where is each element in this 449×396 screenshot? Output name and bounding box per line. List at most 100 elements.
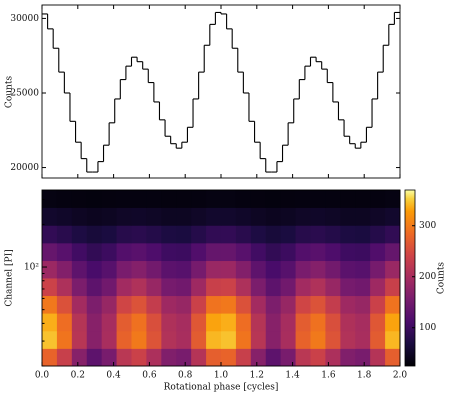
- heatmap-cell: [116, 348, 132, 367]
- heatmap-cell: [385, 295, 401, 314]
- heatmap-cell: [56, 225, 73, 244]
- heatmap-cell: [176, 278, 192, 297]
- colorbar-label: Counts: [437, 262, 447, 295]
- heatmap-cell: [370, 207, 386, 226]
- heatmap-cell: [146, 260, 162, 279]
- heatmap-cell: [146, 295, 162, 314]
- heatmap-cell: [191, 207, 207, 226]
- y-tick-label: 25000: [10, 88, 39, 98]
- heatmap-cell: [370, 242, 386, 262]
- heatmap-cell: [146, 278, 162, 297]
- heatmap-cell: [250, 207, 267, 226]
- heatmap-cell: [42, 242, 58, 262]
- heatmap-cell: [176, 260, 192, 279]
- heatmap-cell: [161, 330, 177, 349]
- heatmap-cell: [295, 190, 311, 208]
- heatmap-cell: [146, 348, 162, 367]
- heatmap-cell: [235, 190, 252, 208]
- heatmap-cell: [325, 295, 341, 314]
- heatmap-cell: [340, 190, 356, 208]
- heatmap-cell: [206, 225, 222, 244]
- heatmap-cell: [56, 348, 73, 367]
- heatmap-cell: [86, 348, 103, 367]
- colorbar-tick-label: 300: [419, 221, 436, 231]
- y-tick-label: 30000: [10, 14, 39, 24]
- heatmap-cell: [161, 190, 177, 208]
- heatmap-cell: [310, 348, 326, 367]
- heatmap-cell: [325, 278, 341, 297]
- heatmap-cell: [101, 242, 117, 262]
- heatmap-cell: [176, 330, 192, 349]
- heatmap-cell: [295, 260, 311, 279]
- heatmap-cell: [355, 190, 371, 208]
- x-axis-label: Rotational phase [cycles]: [164, 383, 279, 393]
- heatmap-cell: [310, 225, 326, 244]
- heatmap-cell: [280, 242, 296, 262]
- heatmap-cell: [56, 242, 73, 262]
- heatmap-cell: [176, 207, 192, 226]
- heatmap-cell: [340, 207, 356, 226]
- heatmap-cell: [191, 330, 207, 349]
- heatmap-cell: [370, 278, 386, 297]
- heatmap-cell: [340, 242, 356, 262]
- heatmap-cell: [295, 330, 311, 349]
- heatmap-cell: [86, 207, 103, 226]
- heatmap-cell: [131, 207, 147, 226]
- heatmap-cell: [101, 207, 117, 226]
- heatmap-cell: [325, 242, 341, 262]
- heatmap-cell: [235, 278, 252, 297]
- heatmap-cell: [310, 207, 326, 226]
- heatmap-cell: [42, 225, 58, 244]
- heatmap-cell: [71, 348, 88, 367]
- y-axis-label: Channel [PI]: [5, 249, 15, 306]
- heatmap-cell: [116, 295, 132, 314]
- heatmap-cell: [250, 225, 267, 244]
- heatmap-cell: [131, 348, 147, 367]
- heatmap-cell: [355, 207, 371, 226]
- heatmap-cell: [265, 330, 282, 349]
- heatmap-cell: [71, 190, 88, 208]
- heatmap-cell: [116, 190, 132, 208]
- heatmap-cell: [265, 260, 282, 279]
- heatmap-cell: [250, 242, 267, 262]
- heatmap-cell: [355, 278, 371, 297]
- heatmap-cell: [310, 295, 326, 314]
- x-tick-label: 0.6: [142, 371, 157, 381]
- heatmap-cell: [161, 207, 177, 226]
- heatmap-cell: [250, 330, 267, 349]
- heatmap-cell: [161, 225, 177, 244]
- heatmap-cell: [206, 278, 222, 297]
- heatmap-cell: [56, 278, 73, 297]
- x-tick-label: 0.8: [178, 371, 193, 381]
- heatmap-cell: [86, 278, 103, 297]
- x-tick-label: 1.8: [357, 371, 372, 381]
- heatmap-cell: [235, 260, 252, 279]
- x-tick-label: 0.2: [71, 371, 85, 381]
- heatmap-cell: [86, 330, 103, 349]
- heatmap-cell: [116, 207, 132, 226]
- heatmap-cell: [310, 242, 326, 262]
- heatmap-cell: [355, 242, 371, 262]
- heatmap-cell: [235, 348, 252, 367]
- x-tick-label: 2.0: [393, 371, 408, 381]
- heatmap-cell: [146, 207, 162, 226]
- heatmap-cell: [295, 313, 311, 332]
- heatmap-cell: [355, 348, 371, 367]
- heatmap-cell: [221, 278, 237, 297]
- heatmap-cell: [265, 348, 282, 367]
- heatmap-cell: [235, 295, 252, 314]
- heatmap-cell: [310, 313, 326, 332]
- heatmap-cell: [161, 278, 177, 297]
- heatmap-cell: [206, 242, 222, 262]
- heatmap-cell: [131, 225, 147, 244]
- heatmap-cell: [161, 260, 177, 279]
- heatmap-cell: [221, 242, 237, 262]
- heatmap-cell: [221, 295, 237, 314]
- heatmap-cell: [161, 242, 177, 262]
- heatmap-cell: [191, 313, 207, 332]
- heatmap-cell: [206, 295, 222, 314]
- heatmap-cell: [265, 190, 282, 208]
- heatmap-cell: [71, 278, 88, 297]
- heatmap-cell: [280, 295, 296, 314]
- heatmap-cell: [265, 295, 282, 314]
